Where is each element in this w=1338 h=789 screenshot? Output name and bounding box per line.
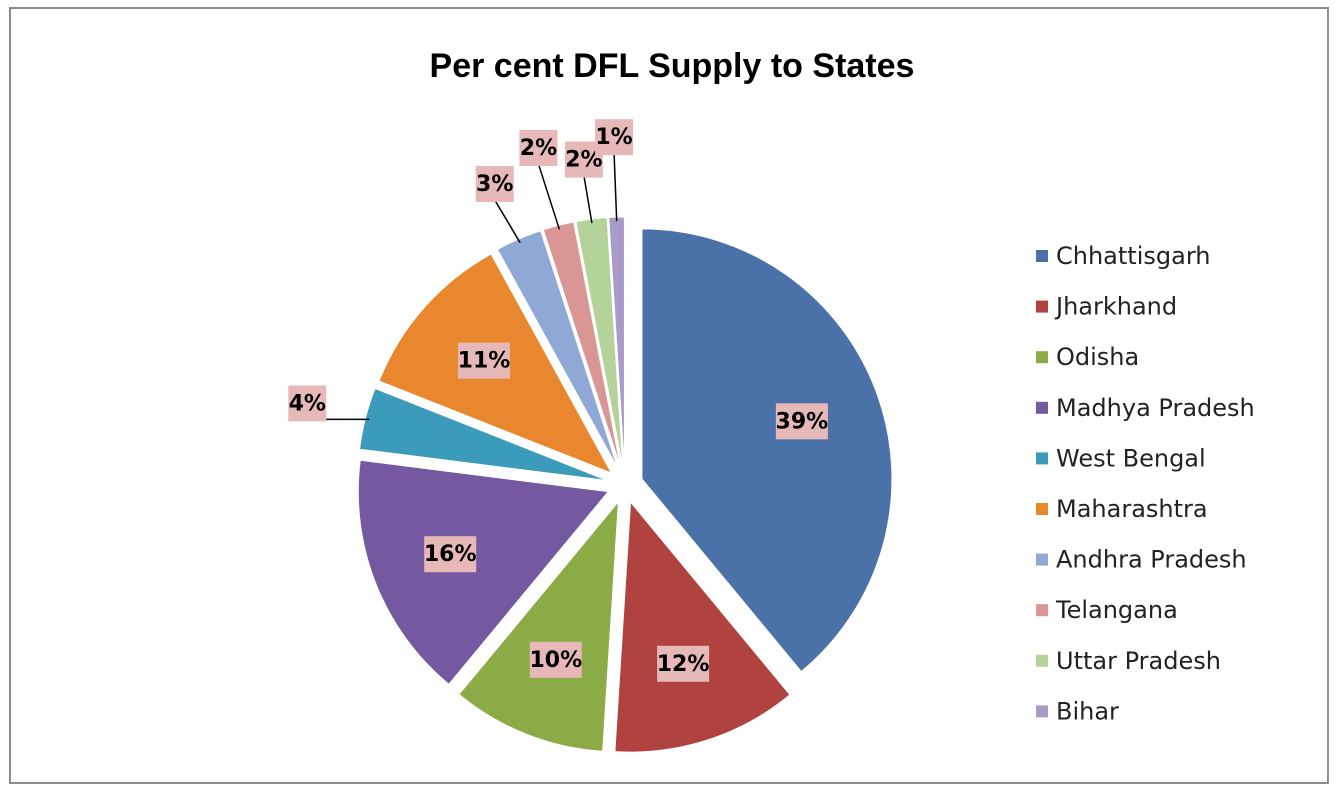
data-label: 12% xyxy=(657,652,710,677)
legend-label: Telangana xyxy=(1055,596,1178,624)
leader-line xyxy=(613,153,618,222)
legend-swatch xyxy=(1036,452,1048,465)
legend-swatch xyxy=(1036,351,1048,364)
legend-swatch xyxy=(1036,300,1048,313)
label-box xyxy=(288,385,327,422)
label-box xyxy=(657,645,710,682)
legend-swatch xyxy=(1036,553,1048,566)
label-box xyxy=(457,342,510,379)
legend-label: Uttar Pradesh xyxy=(1056,647,1221,675)
label-box xyxy=(424,536,477,573)
legend-label: Madhya Pradesh xyxy=(1056,394,1255,422)
data-label: 4% xyxy=(289,391,326,416)
legend-label: West Bengal xyxy=(1056,444,1206,472)
pie-slice xyxy=(458,500,619,752)
legend-label: Maharashtra xyxy=(1056,495,1208,523)
legend-swatch xyxy=(1036,503,1048,515)
legend-label: Chhattisgarh xyxy=(1056,242,1210,270)
data-label: 39% xyxy=(776,409,829,434)
label-box xyxy=(775,403,828,440)
pie-slice xyxy=(358,387,608,482)
data-label: 11% xyxy=(458,349,511,374)
legend-label: Odisha xyxy=(1056,343,1139,371)
pie-slice xyxy=(641,228,893,673)
legend-swatch xyxy=(1036,654,1048,667)
data-label: 10% xyxy=(529,648,582,673)
legend-label: Jharkhand xyxy=(1054,293,1177,321)
data-label: 1% xyxy=(595,125,632,150)
legend-swatch xyxy=(1036,250,1048,262)
leader-line xyxy=(583,175,593,224)
label-box xyxy=(529,641,582,678)
pie-slice xyxy=(357,459,610,685)
label-box xyxy=(475,165,514,202)
label-box xyxy=(595,119,634,156)
data-label: 16% xyxy=(424,542,477,567)
legend-swatch xyxy=(1036,401,1048,414)
legend-swatch xyxy=(1036,705,1048,718)
pie-slice xyxy=(614,500,791,753)
label-box xyxy=(519,129,558,166)
legend-swatch xyxy=(1036,604,1048,617)
legend-label: Bihar xyxy=(1056,697,1119,725)
data-label: 2% xyxy=(520,136,557,161)
chart-title: Per cent DFL Supply to States xyxy=(430,47,915,85)
leader-line xyxy=(494,199,521,244)
legend-label: Andhra Pradesh xyxy=(1056,546,1247,574)
leader-line xyxy=(537,163,561,230)
data-label: 3% xyxy=(476,172,513,197)
